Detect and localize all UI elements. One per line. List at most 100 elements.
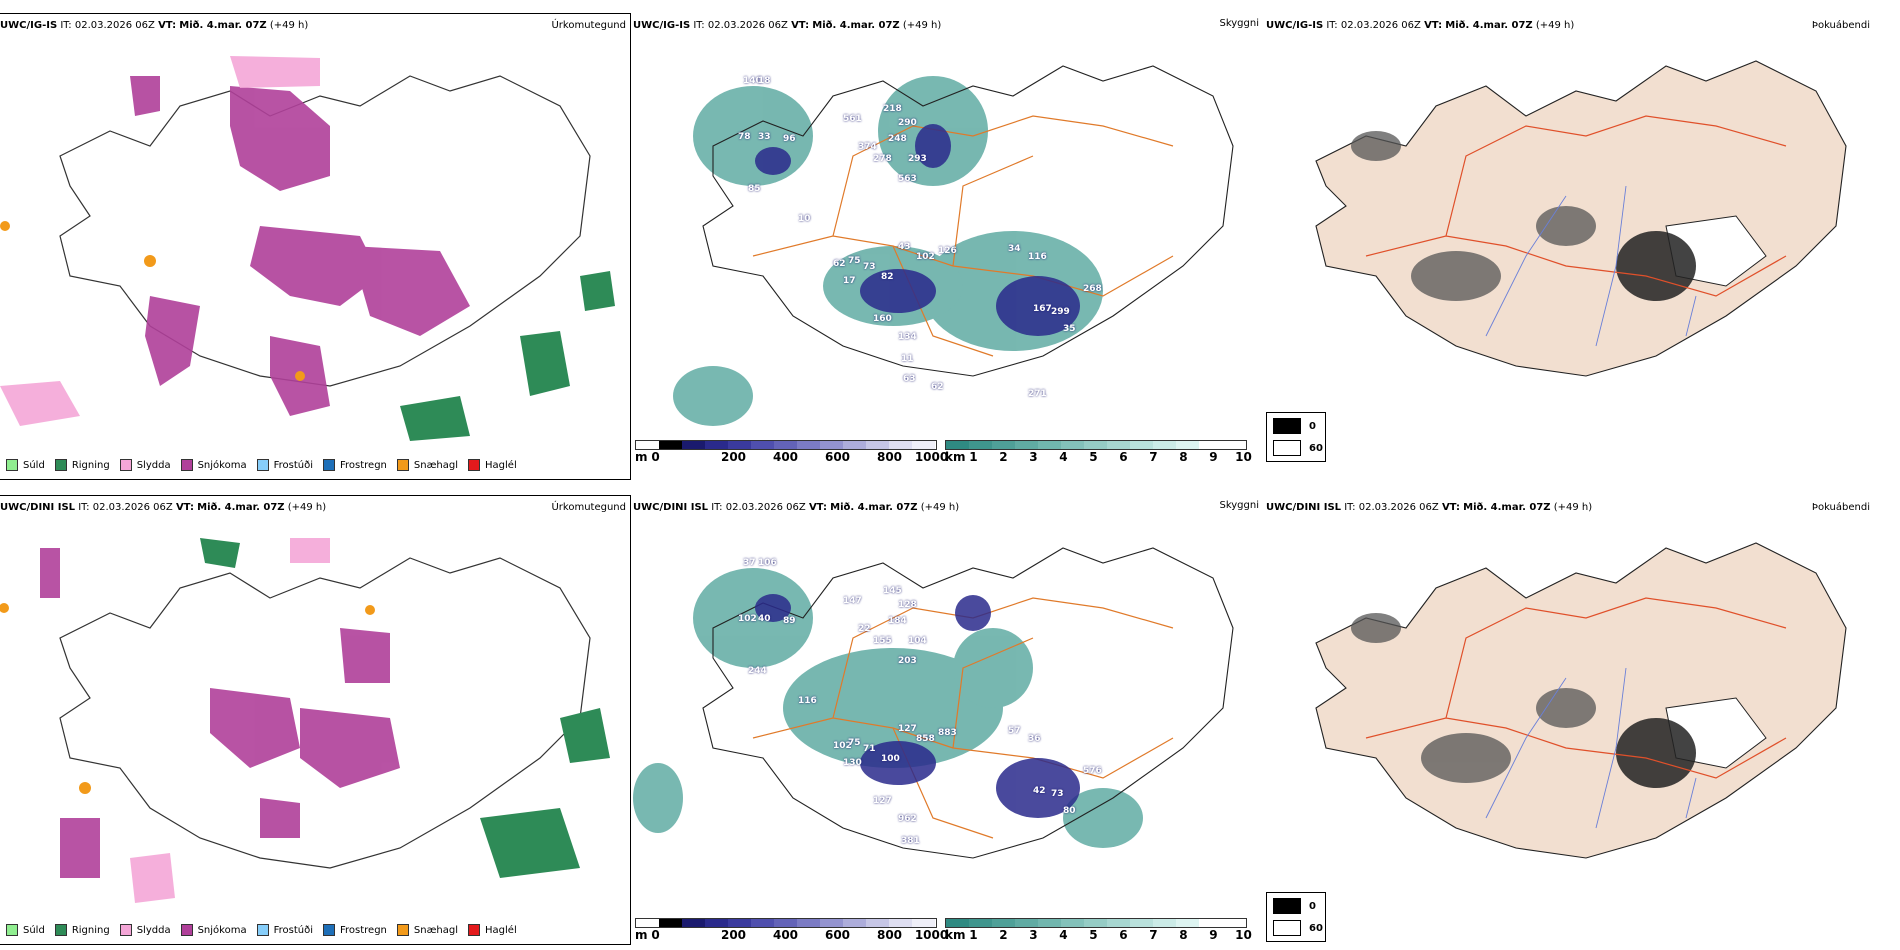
legend-item: Snjókoma (180, 924, 247, 936)
visibility-tick: 7 (1149, 450, 1158, 464)
vt-value: Mið. 4.mar. 07Z (1445, 20, 1533, 31)
legend-swatch (396, 459, 409, 471)
fog-legend-row: 60 (1273, 440, 1323, 456)
colorbar-step (659, 919, 682, 927)
colorbar-step (992, 919, 1015, 927)
model-name: UWC/DINI ISL (0, 502, 76, 513)
visibility-tick: 6 (1119, 928, 1128, 942)
fog-legend-row: 0 (1273, 418, 1316, 434)
model-name: UWC/IG-IS (1266, 20, 1324, 31)
ceiling-tick: 400 (772, 928, 799, 942)
legend-label: Frostregn (340, 924, 387, 936)
colorbar-step (843, 441, 866, 449)
fog-legend-swatch (1273, 440, 1301, 456)
it-prefix: IT: (1344, 502, 1356, 513)
ceiling-unit: m (635, 450, 648, 464)
colorbar-step (969, 441, 992, 449)
snow-area (210, 688, 300, 768)
snow-area (40, 548, 60, 598)
ceiling-value-label: 33 (758, 132, 771, 142)
colorbar-step (1222, 441, 1245, 449)
snow-area (145, 296, 200, 386)
colorbar-step (820, 919, 843, 927)
iceland-coastline (702, 547, 1234, 859)
legend-label: Slydda (136, 459, 171, 471)
colorbar-step (705, 919, 728, 927)
visibility-colorbar: km 1 2 3 4 5 6 7 8 9 10 (945, 918, 1259, 942)
low-visibility-area (953, 628, 1033, 708)
lead-time: (+49 h) (902, 20, 942, 31)
ceiling-value-label: 10 (798, 214, 811, 224)
ceiling-tick: 800 (876, 928, 903, 942)
it-prefix: IT: (60, 20, 72, 31)
low-ceiling-area (755, 594, 791, 622)
model-name: UWC/IG-IS (633, 20, 691, 31)
legend-swatch (396, 924, 409, 936)
sleet-area (130, 853, 175, 903)
visibility-tick: 10 (1235, 928, 1252, 942)
vt-value: Mið. 4.mar. 07Z (1463, 502, 1551, 513)
colorbar-step (682, 441, 705, 449)
fog-area (1421, 733, 1511, 783)
colorbar-step (946, 441, 969, 449)
visibility-tick: 6 (1119, 450, 1128, 464)
legend-swatch (468, 459, 481, 471)
ceiling-value-label: 73 (863, 262, 876, 272)
road-network (1365, 597, 1787, 779)
low-visibility-area (673, 366, 753, 426)
ceiling-value-label: 293 (908, 154, 927, 164)
legend-label: Slydda (136, 924, 171, 936)
snow-pellets (0, 221, 10, 231)
snow-area (350, 246, 470, 336)
snow-area (250, 226, 380, 306)
snow-pellets (144, 255, 156, 267)
legend-label: Snæhagl (413, 459, 459, 471)
river-network (1485, 185, 1697, 347)
colorbar-step (1130, 919, 1153, 927)
fog-legend-label: 0 (1309, 420, 1316, 432)
ceiling-colorbar-strip (635, 440, 937, 450)
low-visibility-area (633, 763, 683, 833)
fog-legend-row: 0 (1273, 898, 1316, 914)
fog-area (1351, 131, 1401, 161)
visibility-tick: 4 (1059, 928, 1068, 942)
colorbar-step (843, 919, 866, 927)
colorbar-step (1176, 441, 1199, 449)
snow-pellets (0, 603, 9, 613)
ceiling-value-label: 100 (881, 754, 900, 764)
ceiling-tick: 0 (651, 928, 660, 942)
vt-value: Mið. 4.mar. 07Z (812, 20, 900, 31)
colorbar-step (751, 441, 774, 449)
panel-type-label: Skyggni (1219, 18, 1259, 29)
legend-swatch (119, 459, 132, 471)
colorbar-step (659, 441, 682, 449)
fog-legend: 0 60 (1266, 412, 1326, 462)
legend-item: Frostregn (323, 924, 387, 936)
fog-area (1536, 206, 1596, 246)
ceiling-value-label: 278 (873, 154, 892, 164)
colorbar-step (1176, 919, 1199, 927)
ceiling-value-label: 576 (1083, 766, 1102, 776)
fog-legend-label: 60 (1309, 922, 1323, 934)
ceiling-value-label: 167 (1033, 304, 1052, 314)
legend-item: Rigning (54, 459, 110, 471)
colorbar-step (728, 441, 751, 449)
colorbar-step (1015, 441, 1038, 449)
visibility-colorbar-ticks: km 1 2 3 4 5 6 7 8 9 10 (945, 928, 1259, 942)
sleet-area (290, 538, 330, 563)
legend-label: Frostregn (340, 459, 387, 471)
visibility-unit: km (945, 450, 966, 464)
colorbar-step (751, 919, 774, 927)
ceiling-value-label: 63 (903, 374, 916, 384)
low-visibility-area (783, 648, 1003, 768)
road-network (752, 115, 1174, 357)
ceiling-value-label: 82 (881, 272, 894, 282)
visibility-tick: 1 (969, 928, 978, 942)
visibility-tick: 2 (999, 450, 1008, 464)
colorbar-step (1130, 441, 1153, 449)
it-value: 02.03.2026 06Z (725, 502, 806, 513)
lead-time: (+49 h) (920, 502, 960, 513)
ceiling-colorbar: m 0 200 400 600 800 1000 (635, 440, 948, 464)
legend-label: Haglél (485, 924, 517, 936)
ceiling-value-label: 96 (783, 134, 796, 144)
